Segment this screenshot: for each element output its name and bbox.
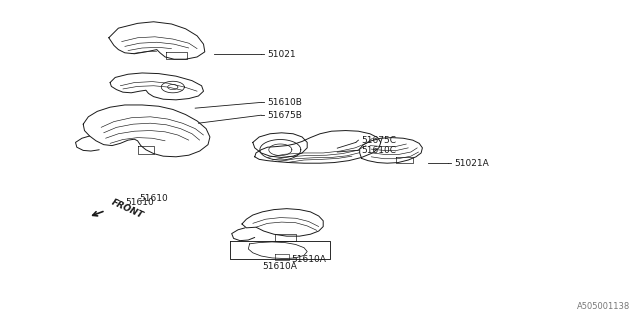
Text: 51610: 51610 [140, 194, 168, 203]
Text: 51610A: 51610A [291, 255, 326, 264]
Text: 51610C: 51610C [362, 146, 397, 155]
Text: 51610B: 51610B [268, 98, 302, 107]
Text: A505001138: A505001138 [577, 302, 630, 311]
Text: 51021A: 51021A [454, 159, 489, 168]
Text: 51675B: 51675B [268, 111, 302, 120]
Text: FRONT: FRONT [110, 197, 145, 220]
Text: 51021: 51021 [268, 50, 296, 59]
Text: 51610: 51610 [125, 198, 154, 207]
Text: 51610A: 51610A [262, 262, 297, 271]
Text: 51675C: 51675C [362, 136, 397, 145]
